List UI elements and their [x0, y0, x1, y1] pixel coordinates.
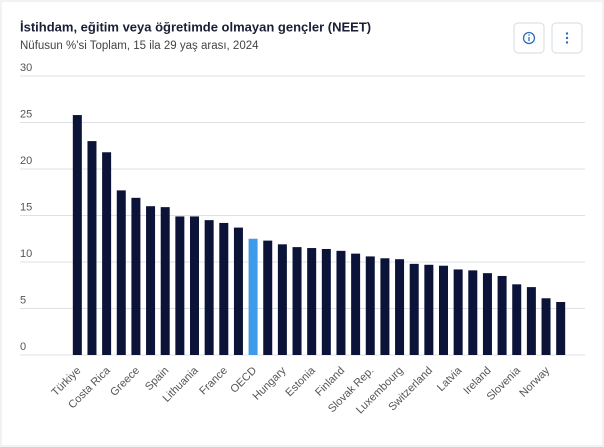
y-tick-label: 5 — [20, 294, 26, 306]
bar — [263, 240, 273, 355]
bar — [219, 222, 229, 355]
y-tick-label: 10 — [20, 248, 32, 260]
bar — [512, 284, 522, 355]
menu-button[interactable] — [551, 22, 583, 54]
bar — [160, 207, 170, 355]
bar — [409, 263, 419, 355]
bar — [131, 197, 141, 355]
bar — [556, 301, 566, 355]
bar — [482, 273, 492, 355]
bar — [541, 298, 551, 355]
bar — [321, 248, 331, 355]
chart-title: İstihdam, eğitim veya öğretimde olmayan … — [20, 19, 371, 34]
y-tick-label: 25 — [20, 108, 32, 120]
bar — [292, 247, 302, 355]
bar — [336, 250, 346, 355]
y-tick-label: 15 — [20, 201, 32, 213]
bar — [424, 264, 434, 355]
bar — [72, 115, 82, 355]
bar — [526, 287, 536, 355]
bar — [102, 152, 112, 355]
bar — [248, 238, 258, 355]
y-tick-label: 0 — [20, 341, 26, 353]
bar — [175, 216, 185, 355]
bar — [351, 253, 361, 355]
bar — [190, 216, 199, 355]
y-tick-label: 30 — [20, 62, 32, 74]
bar — [204, 220, 214, 355]
bar — [365, 256, 375, 355]
chart-subtitle: Nüfusun %'si Toplam, 15 ila 29 yaş arası… — [20, 40, 259, 52]
bar — [395, 259, 405, 355]
bar — [307, 248, 317, 355]
bar — [146, 206, 156, 355]
info-button[interactable] — [513, 22, 545, 54]
bar — [380, 258, 390, 355]
bar — [87, 141, 97, 355]
bar — [497, 275, 507, 355]
bar — [277, 244, 287, 355]
bar — [233, 227, 243, 355]
bar — [439, 265, 448, 355]
bar — [453, 269, 463, 355]
bar — [116, 190, 126, 355]
y-tick-label: 20 — [20, 155, 32, 167]
bar — [468, 270, 478, 355]
